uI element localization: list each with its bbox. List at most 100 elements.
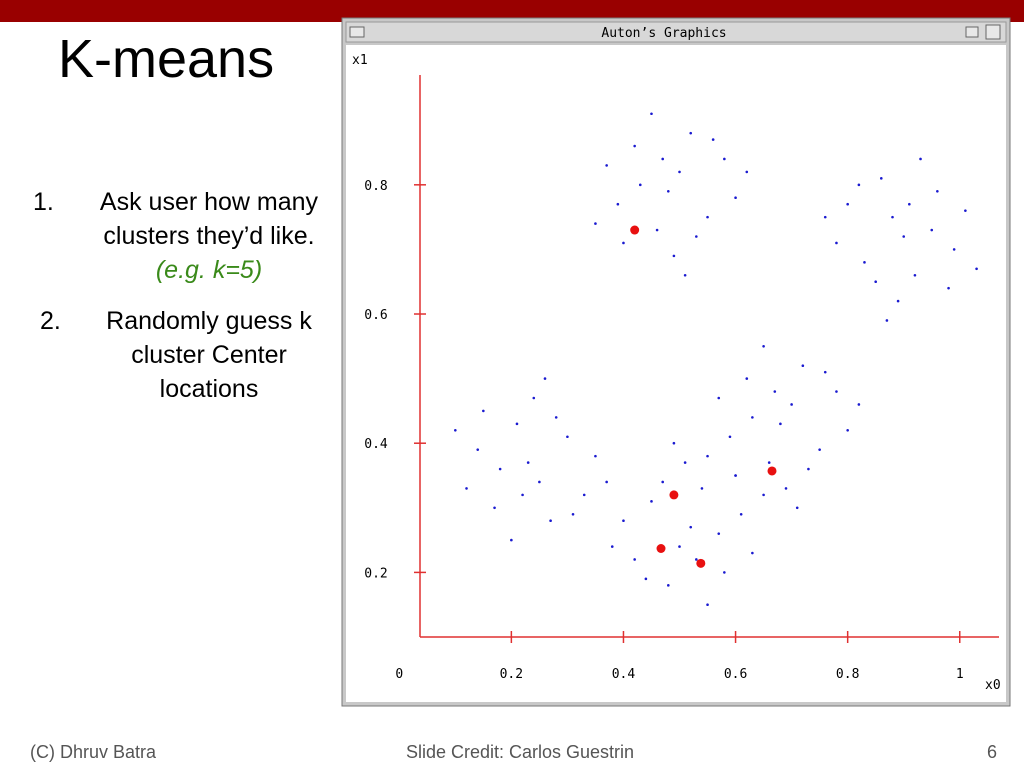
data-point <box>493 506 496 510</box>
data-point <box>667 584 670 587</box>
data-point <box>790 403 793 406</box>
data-point <box>706 454 709 458</box>
data-point <box>655 228 659 232</box>
data-point <box>476 448 480 451</box>
data-point <box>728 435 732 439</box>
y-axis-label: x1 <box>352 53 368 68</box>
center-point <box>767 466 777 476</box>
data-point <box>667 189 670 193</box>
data-point <box>823 370 827 374</box>
x-tick-label: 0.2 <box>500 667 523 682</box>
y-tick-label: 0.2 <box>364 566 387 581</box>
data-point <box>767 461 771 464</box>
data-point <box>700 487 704 490</box>
window-title: Auton’s Graphics <box>601 26 726 41</box>
data-point <box>779 422 782 426</box>
data-point <box>879 177 883 180</box>
data-point <box>594 222 597 225</box>
data-point <box>784 487 788 490</box>
data-point <box>622 241 625 245</box>
data-point <box>582 493 586 497</box>
data-point <box>706 603 709 607</box>
data-point <box>891 215 894 219</box>
window-menu-button[interactable] <box>349 26 365 38</box>
data-point <box>964 209 967 212</box>
x-tick-label: 1 <box>956 667 964 682</box>
item-text: clusters they’d like. <box>103 222 314 250</box>
center-point <box>696 558 706 568</box>
data-point <box>745 377 749 380</box>
data-point <box>594 454 597 458</box>
data-point <box>823 215 827 219</box>
data-point <box>846 428 849 432</box>
data-point <box>532 396 536 400</box>
data-point <box>610 545 614 548</box>
data-point <box>695 235 698 238</box>
data-point <box>482 409 485 413</box>
data-point <box>952 248 956 251</box>
center-point <box>669 490 679 500</box>
data-point <box>672 441 676 445</box>
data-point <box>510 538 513 542</box>
data-point <box>846 202 849 206</box>
item-number: 2. <box>40 307 61 335</box>
data-point <box>678 170 681 174</box>
data-point <box>936 189 939 193</box>
data-point <box>549 519 552 523</box>
data-point <box>683 461 687 464</box>
data-point <box>795 506 799 510</box>
data-point <box>801 364 805 367</box>
item-note: (e.g. k=5) <box>156 256 262 284</box>
y-tick-label: 0.6 <box>364 308 387 323</box>
data-point <box>857 403 861 406</box>
data-point <box>913 273 917 277</box>
item-text: Ask user how many <box>100 188 319 216</box>
data-point <box>605 164 608 167</box>
data-point <box>616 202 620 206</box>
data-point <box>745 170 749 174</box>
data-point <box>498 467 502 471</box>
slide-title: K-means <box>58 29 274 89</box>
data-point <box>751 416 754 419</box>
maximize-button[interactable] <box>985 24 1001 40</box>
data-point <box>706 215 709 219</box>
data-point <box>863 261 866 264</box>
data-point <box>896 299 900 303</box>
data-point <box>644 577 648 581</box>
data-point <box>661 480 664 484</box>
data-point <box>734 196 737 200</box>
y-tick-label: 0.8 <box>364 179 387 194</box>
data-point <box>683 273 687 277</box>
data-point <box>818 448 821 451</box>
data-point <box>711 138 715 141</box>
title-bar <box>345 21 1007 43</box>
data-point <box>835 241 838 245</box>
data-point <box>515 422 519 426</box>
data-point <box>571 512 575 516</box>
data-point <box>689 525 693 529</box>
data-point <box>885 319 889 322</box>
data-point <box>465 487 468 490</box>
data-point <box>762 493 765 497</box>
data-point <box>566 435 569 439</box>
data-point <box>650 112 653 116</box>
footer-left: (C) Dhruv Batra <box>30 742 157 762</box>
data-point <box>902 235 906 238</box>
footer-center: Slide Credit: Carlos Guestrin <box>406 742 634 762</box>
data-point <box>975 267 978 271</box>
plot-canvas <box>346 45 1006 702</box>
data-point <box>678 545 681 548</box>
data-point <box>672 254 676 258</box>
item-text: Randomly guess k <box>106 307 312 335</box>
data-point <box>739 512 743 516</box>
center-point <box>630 225 640 235</box>
data-point <box>947 286 950 290</box>
minimize-button[interactable] <box>965 26 979 38</box>
data-point <box>689 131 693 135</box>
data-point <box>734 474 737 477</box>
data-point <box>538 480 541 484</box>
x-tick-label: 0.6 <box>724 667 747 682</box>
data-point <box>521 493 524 497</box>
x-axis-label: x0 <box>985 678 1001 693</box>
top-bar <box>0 0 1024 22</box>
